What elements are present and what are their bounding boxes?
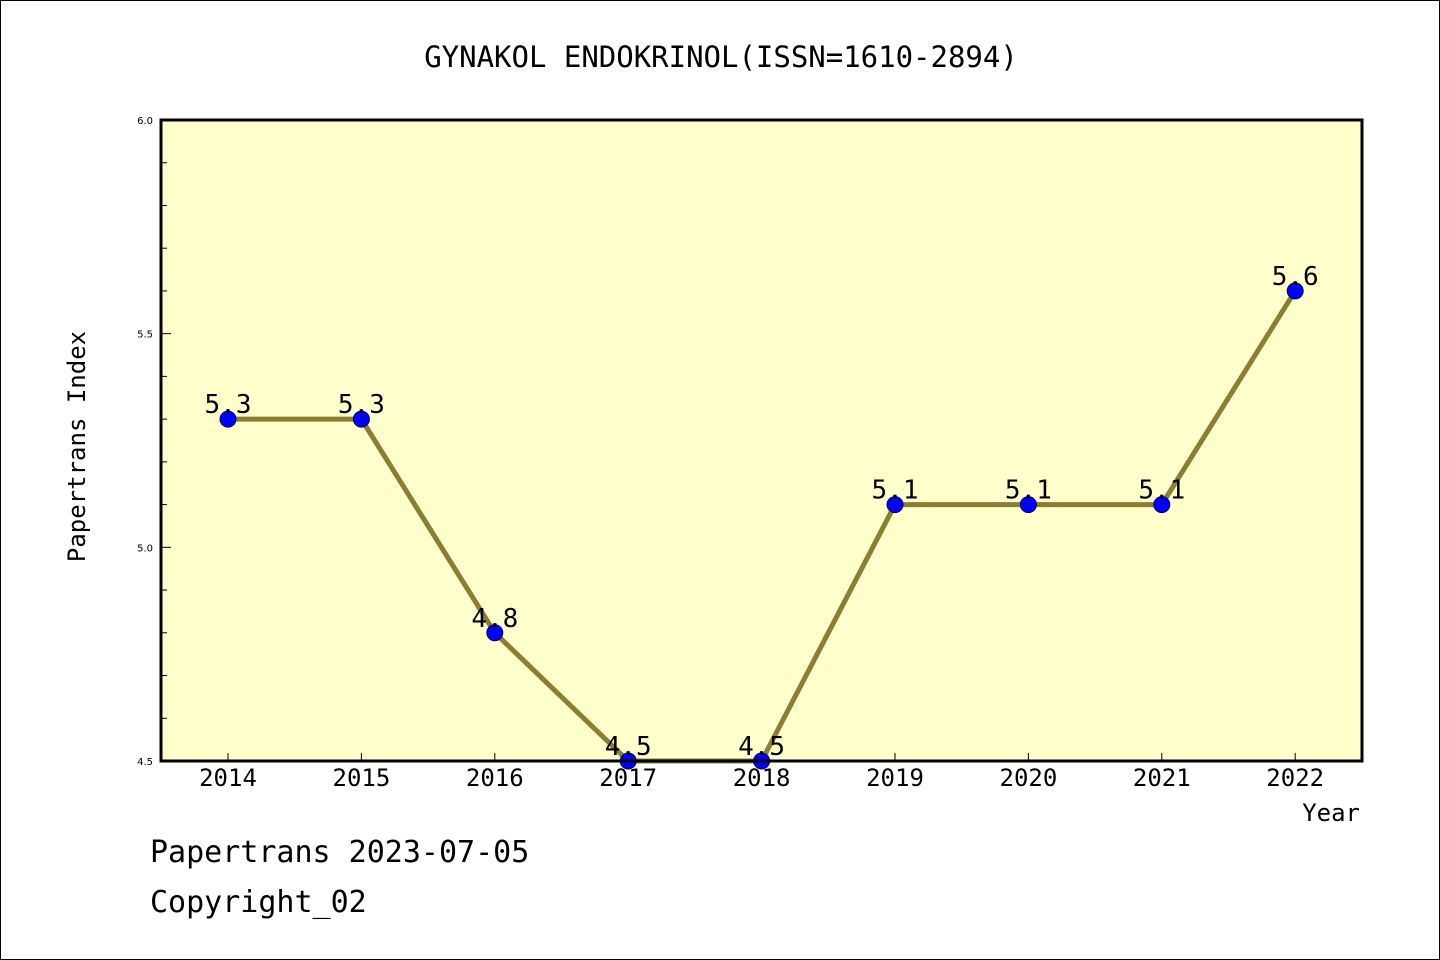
y-tick-label: 4.5 xyxy=(137,757,153,768)
data-label: 5.3 xyxy=(338,390,385,420)
x-tick-label: 2015 xyxy=(333,764,391,792)
x-tick-label: 2021 xyxy=(1133,764,1191,792)
data-point xyxy=(886,496,904,514)
data-label: 5.1 xyxy=(1138,476,1185,506)
data-label: 5.3 xyxy=(205,390,252,420)
data-label: 4.5 xyxy=(738,732,785,762)
x-axis: 2014 2015 2016 2017 2018 2019 2020 2021 2022 xyxy=(199,753,1324,792)
y-tick-label: 5.0 xyxy=(137,543,153,554)
data-label: 5.6 xyxy=(1272,262,1319,292)
data-point xyxy=(1286,282,1304,300)
data-label: 4.5 xyxy=(605,732,652,762)
x-axis-label: Year xyxy=(1302,799,1360,827)
footer-copyright-text: Copyright_02 xyxy=(150,885,367,920)
x-tick-label: 2020 xyxy=(1000,764,1058,792)
footer-date-text: Papertrans 2023-07-05 xyxy=(150,835,530,870)
plot-area xyxy=(161,120,1362,761)
data-point xyxy=(352,410,370,428)
data-label: 5.1 xyxy=(872,476,919,506)
y-tick-label: 5.5 xyxy=(137,330,153,341)
data-labels: 5.3 5.3 4.8 4.5 4.5 5.1 5.1 5.1 5.6 xyxy=(205,262,1319,762)
x-tick-label: 2014 xyxy=(199,764,257,792)
series-markers xyxy=(219,282,1304,770)
x-tick-label: 2016 xyxy=(466,764,524,792)
y-tick-label: 6.0 xyxy=(137,116,153,127)
data-point xyxy=(219,410,237,428)
data-label: 4.8 xyxy=(471,604,518,634)
chart-title: GYNAKOL ENDOKRINOL(ISSN=1610-2894) xyxy=(424,40,1018,74)
x-tick-label: 2019 xyxy=(866,764,924,792)
data-point xyxy=(1153,496,1171,514)
data-point xyxy=(1019,496,1037,514)
y-axis-label: Papertrans Index xyxy=(63,331,91,562)
data-label: 5.1 xyxy=(1005,476,1052,506)
plot-border xyxy=(159,118,1364,763)
x-tick-label: 2022 xyxy=(1266,764,1324,792)
data-point xyxy=(486,624,504,642)
